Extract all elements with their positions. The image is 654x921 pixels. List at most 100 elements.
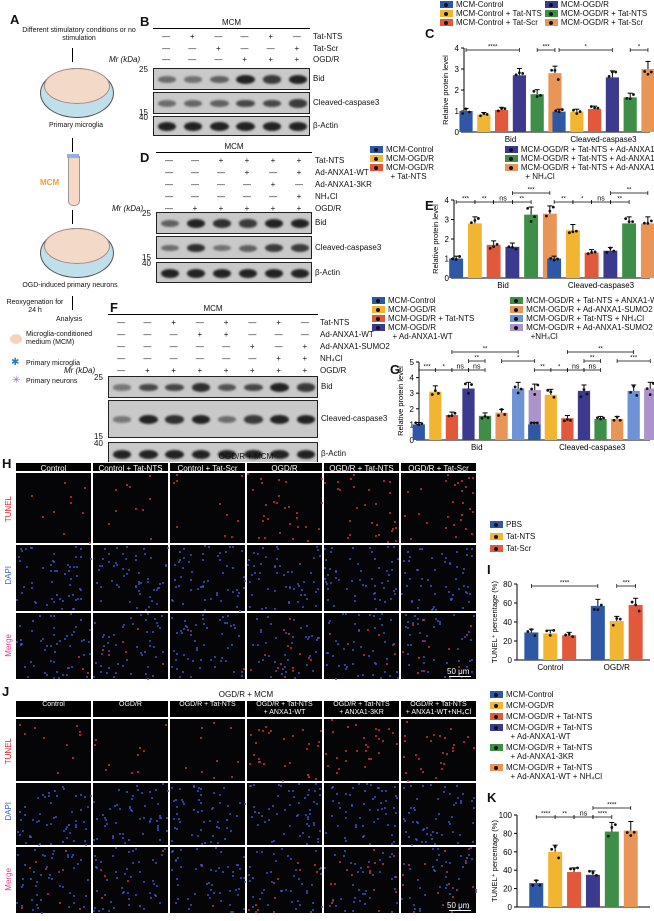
cell-dot: [378, 617, 381, 620]
cell-dot: [344, 816, 347, 819]
mcm-drop-icon: [10, 334, 22, 344]
cell-dot: [449, 599, 452, 602]
condition-header: Control: [15, 462, 92, 473]
cell-dot: [173, 563, 176, 566]
lane-sign: —: [269, 168, 277, 177]
cell-dot: [465, 527, 468, 530]
cell-dot: [372, 821, 375, 824]
cell-dot: [236, 893, 239, 896]
cell-dot: [335, 577, 338, 580]
cell-dot: [62, 841, 65, 844]
cell-dot: [371, 873, 374, 876]
lane-sign: —: [240, 32, 249, 41]
legend-swatch-icon: [370, 155, 383, 162]
cell-dot: [81, 640, 84, 643]
cell-dot: [146, 666, 149, 669]
cell-dot: [143, 908, 146, 910]
cell-dot: [171, 850, 174, 853]
cell-dot: [364, 903, 367, 906]
significance-label: **: [483, 347, 488, 353]
cell-dot: [20, 906, 23, 909]
cell-dot: [449, 562, 452, 565]
y-tick-label: 2: [445, 235, 450, 244]
protein-band: [184, 122, 203, 131]
cell-dot: [301, 728, 304, 731]
cell-dot: [209, 819, 212, 822]
cell-dot: [441, 903, 444, 906]
treatment-row: — — + + + + Tat-NTS: [156, 155, 402, 166]
data-point: [553, 69, 557, 72]
cell-dot: [309, 655, 312, 658]
cell-dot: [103, 645, 106, 648]
cell-dot: [465, 548, 468, 551]
arrow-icon: [72, 296, 73, 310]
mw-marker: 40: [94, 439, 103, 448]
cell-dot: [443, 786, 446, 789]
legend-label: MCM-OGD/R: [386, 154, 434, 163]
cell-dot: [389, 598, 392, 601]
bar: [547, 258, 562, 278]
cell-dot: [158, 901, 161, 904]
cell-dot: [144, 651, 147, 654]
x-category-label: Bid: [471, 443, 483, 452]
data-point: [535, 95, 539, 98]
cell-dot: [128, 903, 131, 906]
lane-sign: +: [223, 366, 229, 375]
treatment-label: Tat-NTS: [320, 318, 350, 327]
cell-dot: [291, 734, 294, 737]
cell-dot: [334, 639, 337, 642]
cell-dot: [23, 805, 26, 808]
cell-dot: [436, 859, 439, 862]
cell-dot: [306, 540, 309, 543]
cell-dot: [228, 545, 231, 548]
cell-dot: [178, 676, 181, 679]
cell-dot: [29, 835, 32, 838]
cell-dot: [183, 547, 186, 550]
cell-dot: [409, 634, 412, 637]
significance-label: ***: [462, 197, 470, 203]
cell-dot: [80, 597, 83, 600]
cell-dot: [430, 837, 433, 840]
cell-dot: [308, 809, 311, 812]
cell-dot: [435, 777, 438, 780]
cell-dot: [135, 586, 138, 589]
cell-dot: [52, 615, 55, 618]
cell-dot: [260, 630, 263, 633]
panel-label-j: J: [2, 684, 10, 699]
cell-dot: [118, 807, 121, 810]
cell-dot: [65, 836, 68, 839]
cell-dot: [248, 763, 251, 766]
significance-label: **: [519, 197, 524, 203]
micrograph-tunel: [15, 472, 92, 544]
bar: [628, 604, 643, 660]
cell-dot: [274, 660, 277, 663]
bar: [590, 605, 605, 660]
x-category-label: Bid: [497, 281, 509, 290]
arrow-icon: [72, 210, 73, 224]
y-tick-label: 0: [508, 903, 513, 912]
cell-dot: [326, 582, 329, 585]
cell-dot: [235, 889, 238, 892]
data-point: [632, 93, 635, 96]
bar: [605, 77, 619, 132]
cell-dot: [18, 556, 21, 559]
cell-dot: [192, 786, 195, 789]
lane-sign: —: [191, 192, 199, 201]
data-point: [575, 112, 579, 115]
y-tick-label: 0: [445, 274, 450, 283]
cell-dot: [156, 587, 159, 590]
cell-dot: [363, 737, 366, 740]
cell-dot: [159, 814, 161, 817]
cell-dot: [297, 802, 300, 805]
cell-dot: [44, 855, 47, 858]
cell-dot: [147, 677, 150, 680]
channel-label: Merge: [4, 634, 13, 657]
cell-dot: [358, 628, 361, 631]
cell-dot: [193, 785, 196, 788]
neuron-icon: ✳: [12, 375, 21, 386]
cell-dot: [279, 531, 282, 534]
cell-dot: [387, 545, 390, 548]
cell-dot: [223, 534, 226, 537]
cell-dot: [319, 866, 322, 869]
blot-panel-bid: [153, 68, 310, 90]
